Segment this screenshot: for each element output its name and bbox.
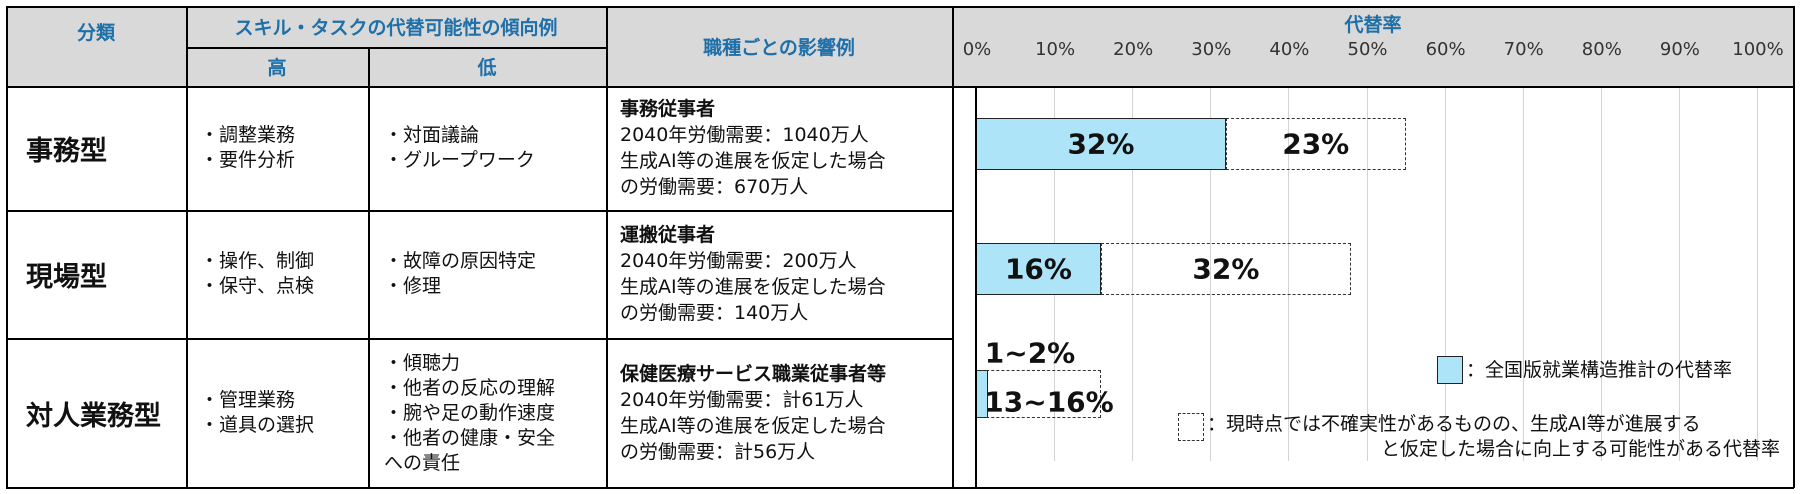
legend-solid-swatch (1437, 356, 1463, 384)
legend-dashed-swatch (1178, 413, 1204, 441)
row-high-2: ・管理業務 ・道具の選択 (200, 338, 368, 488)
low-item: ・傾聴力 (384, 351, 461, 374)
occupation-name: 運搬従事者 (620, 224, 716, 246)
row-example-2: 保健医療サービス職業従事者等 2040年労働需要：計61万人 生成AI等の進展を… (606, 338, 952, 488)
example-line: 生成AI等の進展を仮定した場合 (620, 415, 886, 437)
low-item: ・修理 (384, 275, 442, 297)
occupation-name: 事務従事者 (620, 98, 716, 120)
border-top (6, 6, 1794, 8)
low-item: ・腕や足の動作速度 (384, 401, 556, 424)
header-rate-label: 代替率 (1344, 14, 1402, 36)
border-col3 (606, 6, 608, 488)
low-item: ・グループワーク (384, 149, 535, 171)
data-label-current: 16% (1004, 252, 1072, 286)
header-low: 低 (368, 47, 606, 86)
grid-line (1288, 86, 1290, 461)
bar-potential-rate (1100, 243, 1351, 295)
bar-current-rate (976, 118, 1226, 170)
data-label-current: 1~2% (984, 336, 1076, 370)
row-category-label: 対人業務型 (26, 400, 161, 432)
high-item: ・道具の選択 (200, 414, 315, 436)
bar-potential-rate (976, 370, 1101, 418)
low-item: ・対面議論 (384, 124, 480, 146)
row-category-1: 現場型 (6, 210, 186, 338)
grid-line (1678, 86, 1680, 461)
example-line: 2040年労働需要：200万人 (620, 250, 857, 272)
header-rate: 代替率 (952, 6, 1794, 86)
header-skill-group: スキル・タスクの代替可能性の傾向例 (186, 6, 606, 47)
bar-current-rate (976, 243, 1101, 295)
row-category-label: 事務型 (26, 135, 107, 167)
grid-line (1600, 86, 1602, 461)
header-example: 職種ごとの影響例 (606, 6, 952, 86)
chart-axis-line (975, 86, 977, 488)
grid-line (1522, 86, 1524, 461)
bar-current-rate (976, 370, 988, 418)
header-skill-group-label: スキル・タスクの代替可能性の傾向例 (234, 17, 558, 39)
header-high-label: 高 (267, 57, 287, 79)
grid-line (1132, 86, 1134, 461)
row-example-1: 運搬従事者 2040年労働需要：200万人 生成AI等の進展を仮定した場合 の労… (606, 210, 952, 338)
high-item: ・調整業務 (200, 124, 296, 146)
border-skill-mid (186, 47, 606, 49)
border-col4 (952, 6, 954, 488)
grid-line (1444, 86, 1446, 461)
border-header-bottom (6, 86, 1794, 88)
row-high-1: ・操作、制御 ・保守、点検 (200, 210, 368, 338)
border-col1 (186, 6, 188, 488)
high-item: ・保守、点検 (200, 275, 315, 297)
legend-dashed-text-1: ：現時点では不確実性があるものの、生成AI等が進展する (1207, 413, 1701, 435)
example-line: の労働需要：140万人 (620, 302, 809, 324)
example-line: の労働需要：670万人 (620, 176, 809, 198)
grid-line (1054, 86, 1056, 461)
high-item: ・要件分析 (200, 149, 296, 171)
legend-solid-text: ：全国版就業構造推計の代替率 (1466, 359, 1733, 381)
row-high-0: ・調整業務 ・要件分析 (200, 86, 368, 210)
border-row2 (6, 338, 952, 340)
low-item: ・他者の健康・安全 (384, 426, 556, 449)
border-col2 (368, 47, 370, 488)
header-example-label: 職種ごとの影響例 (703, 36, 855, 59)
row-category-0: 事務型 (6, 86, 186, 210)
row-category-2: 対人業務型 (6, 338, 186, 488)
low-item: ・故障の原因特定 (384, 250, 537, 272)
low-item: ・他者の反応の理解 (384, 376, 556, 399)
header-low-label: 低 (477, 57, 497, 79)
row-low-1: ・故障の原因特定 ・修理 (384, 210, 606, 338)
occupation-name: 保健医療サービス職業従事者等 (620, 363, 887, 385)
bar-potential-rate (1225, 118, 1406, 170)
grid-line (1210, 86, 1212, 461)
row-low-2: ・傾聴力 ・他者の反応の理解 ・腕や足の動作速度 ・他者の健康・安全 への責任 (384, 338, 606, 488)
example-line: 2040年労働需要：1040万人 (620, 124, 869, 146)
low-item: への責任 (384, 451, 461, 474)
example-line: 生成AI等の進展を仮定した場合 (620, 276, 886, 298)
grid-line (1757, 86, 1758, 461)
example-line: 2040年労働需要：計61万人 (620, 389, 864, 411)
example-line: の労働需要：計56万人 (620, 441, 816, 463)
header-high: 高 (186, 47, 368, 86)
border-right (1793, 6, 1795, 488)
grid-line (1366, 86, 1368, 461)
data-label-potential: 32% (1192, 252, 1260, 286)
data-label-potential: 13~16% (984, 385, 1114, 419)
legend-dashed-text-2: と仮定した場合に向上する可能性がある代替率 (1380, 438, 1780, 460)
row-category-label: 現場型 (26, 261, 107, 293)
header-category-label: 分類 (76, 22, 115, 44)
row-example-0: 事務従事者 2040年労働需要：1040万人 生成AI等の進展を仮定した場合 の… (606, 86, 952, 210)
high-item: ・管理業務 (200, 389, 296, 411)
row-low-0: ・対面議論 ・グループワーク (384, 86, 606, 210)
example-line: 生成AI等の進展を仮定した場合 (620, 150, 886, 172)
data-label-potential: 23% (1282, 127, 1350, 161)
high-item: ・操作、制御 (200, 250, 315, 272)
data-label-current: 32% (1067, 127, 1135, 161)
border-bottom (6, 487, 1794, 489)
border-left (6, 6, 8, 488)
header-category: 分類 (6, 6, 186, 86)
border-row1 (6, 210, 952, 212)
